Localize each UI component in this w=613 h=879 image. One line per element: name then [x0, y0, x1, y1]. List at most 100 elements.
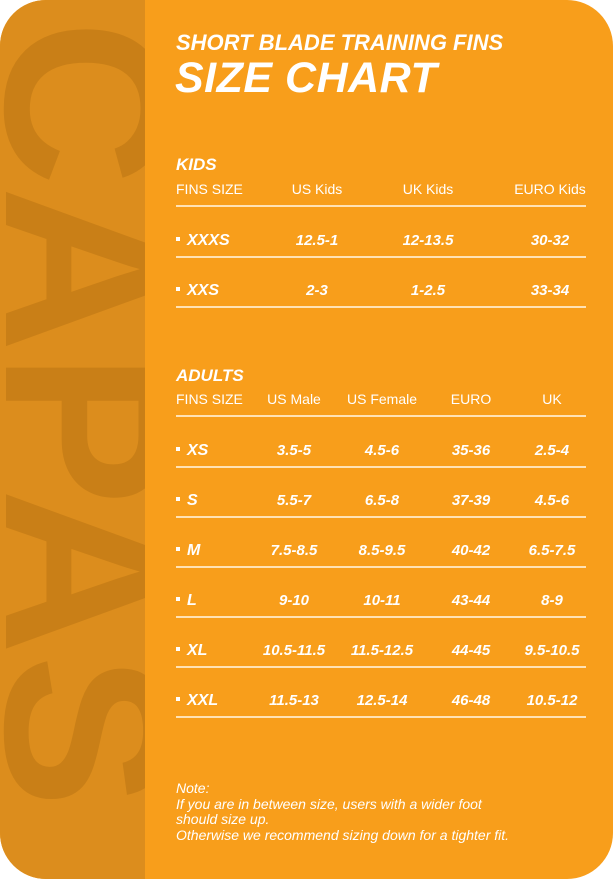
cell-text: 30-32	[530, 232, 570, 249]
table-row: XXS 2-3 1-2.5 33-34	[176, 276, 586, 308]
size-value: 10.5-11.5	[263, 642, 325, 659]
product-subtitle: SHORT BLADE TRAINING FINS	[176, 30, 504, 55]
cell-text: 8.5-9.5	[358, 542, 406, 559]
table-row: M 7.5-8.5 8.5-9.5 40-42 6.5-7.5	[176, 536, 586, 568]
size-value: 37-39	[452, 492, 490, 509]
cell-text: XS	[187, 442, 209, 459]
size-value: 6.5-8	[365, 492, 399, 509]
size-value: 12.5-14	[357, 692, 408, 709]
size-value: 6.5-7.5	[529, 542, 576, 559]
cell-text: 37-39	[451, 492, 491, 509]
bullet-icon	[176, 286, 180, 291]
cell-text: US Male	[267, 391, 321, 407]
size-value: 30-32	[531, 232, 569, 249]
cell-text: XXXS	[187, 232, 230, 249]
cell-text: 10.5-11.5	[262, 642, 326, 659]
size-label: L	[176, 592, 197, 610]
bullet-icon	[176, 646, 180, 651]
cell-text: 40-42	[451, 542, 491, 559]
bullet-icon	[176, 696, 180, 701]
size-value: 43-44	[452, 592, 490, 609]
bullet-icon	[176, 496, 180, 501]
cell-text: FINS SIZE	[176, 181, 243, 197]
cell-text: S	[187, 492, 198, 509]
cell-text: XXL	[187, 692, 219, 709]
cell-text: 5.5-7	[276, 492, 312, 509]
bullet-icon	[176, 446, 180, 451]
size-label: XL	[176, 642, 207, 660]
table-row: XXXS 12.5-1 12-13.5 30-32	[176, 226, 586, 258]
note-label: Note:	[176, 780, 210, 796]
column-header: US Female	[347, 391, 417, 407]
size-value: 10-11	[363, 592, 400, 609]
size-value: 8.5-9.5	[359, 542, 406, 559]
size-value: 8-9	[541, 592, 563, 609]
cell-text: 8-9	[541, 592, 563, 609]
cell-text: EURO	[450, 391, 492, 407]
table-row: S 5.5-7 6.5-8 37-39 4.5-6	[176, 486, 586, 518]
cell-text: 10-11	[363, 592, 401, 609]
size-value: 33-34	[531, 282, 569, 299]
size-label: XS	[176, 442, 208, 460]
note-line: Otherwise we recommend sizing down for a…	[176, 826, 510, 843]
cell-text: 6.5-8	[364, 492, 400, 509]
cell-text: 6.5-7.5	[528, 542, 576, 559]
size-value: 10.5-12	[527, 692, 578, 709]
cell-text: FINS SIZE	[176, 391, 243, 407]
cell-text: 4.5-6	[364, 442, 400, 459]
table-row: XXL 11.5-13 12.5-14 46-48 10.5-12	[176, 686, 586, 718]
size-value: 35-36	[452, 442, 490, 459]
cell-text: 44-45	[451, 642, 491, 659]
size-value: 7.5-8.5	[271, 542, 318, 559]
kids-section-title: KIDS	[176, 155, 217, 174]
cell-text: 11.5-12.5	[350, 642, 414, 659]
cell-text: 4.5-6	[534, 492, 570, 509]
column-header: EURO	[451, 391, 491, 407]
column-header: UK	[542, 391, 561, 407]
note-line: should size up.	[176, 811, 270, 827]
cell-text: EURO Kids	[514, 181, 586, 197]
cell-text: 9.5-10.5	[524, 642, 580, 659]
column-header: UK Kids	[403, 181, 454, 197]
cell-text: 46-48	[451, 692, 491, 709]
column-header: FINS SIZE	[176, 391, 243, 407]
size-label: XXXS	[176, 232, 230, 250]
size-value: 9-10	[279, 592, 309, 609]
size-value: 4.5-6	[535, 492, 569, 509]
size-value: 40-42	[452, 542, 490, 559]
table-header-row: FINS SIZE US Male US Female EURO UK	[176, 385, 586, 417]
size-value: 11.5-12.5	[351, 642, 413, 659]
size-label: XXS	[176, 282, 219, 300]
cell-text: XXS	[187, 282, 220, 299]
cell-text: 7.5-8.5	[270, 542, 318, 559]
size-label: S	[176, 492, 198, 510]
size-value: 11.5-13	[269, 692, 319, 709]
size-label: M	[176, 542, 200, 560]
cell-text: 1-2.5	[410, 282, 446, 299]
table-row: XL 10.5-11.5 11.5-12.5 44-45 9.5-10.5	[176, 636, 586, 668]
size-value: 46-48	[452, 692, 490, 709]
cell-text: US Kids	[291, 181, 343, 197]
column-header: FINS SIZE	[176, 181, 243, 197]
size-value: 1-2.5	[411, 282, 445, 299]
cell-text: 43-44	[451, 592, 491, 609]
cell-text: 11.5-13	[269, 692, 319, 709]
brand-watermark-logo: CAPAS	[0, 20, 145, 809]
cell-text: L	[187, 592, 197, 609]
cell-text: M	[187, 542, 201, 559]
adults-section-title: ADULTS	[176, 366, 244, 385]
cell-text: US Female	[346, 391, 418, 407]
column-header: US Male	[267, 391, 321, 407]
cell-text: 2-3	[306, 282, 328, 299]
cell-text: UK Kids	[402, 181, 454, 197]
cell-text: UK	[542, 391, 562, 407]
cell-text: 12-13.5	[402, 232, 454, 249]
cell-text: 35-36	[451, 442, 491, 459]
page-title: SIZE CHART	[175, 54, 438, 102]
size-value: 12-13.5	[403, 232, 454, 249]
size-label: XXL	[176, 692, 218, 710]
cell-text: 12.5-1	[295, 232, 339, 249]
note: Note: If you are in between size, users …	[176, 780, 510, 843]
size-value: 2.5-4	[535, 442, 569, 459]
